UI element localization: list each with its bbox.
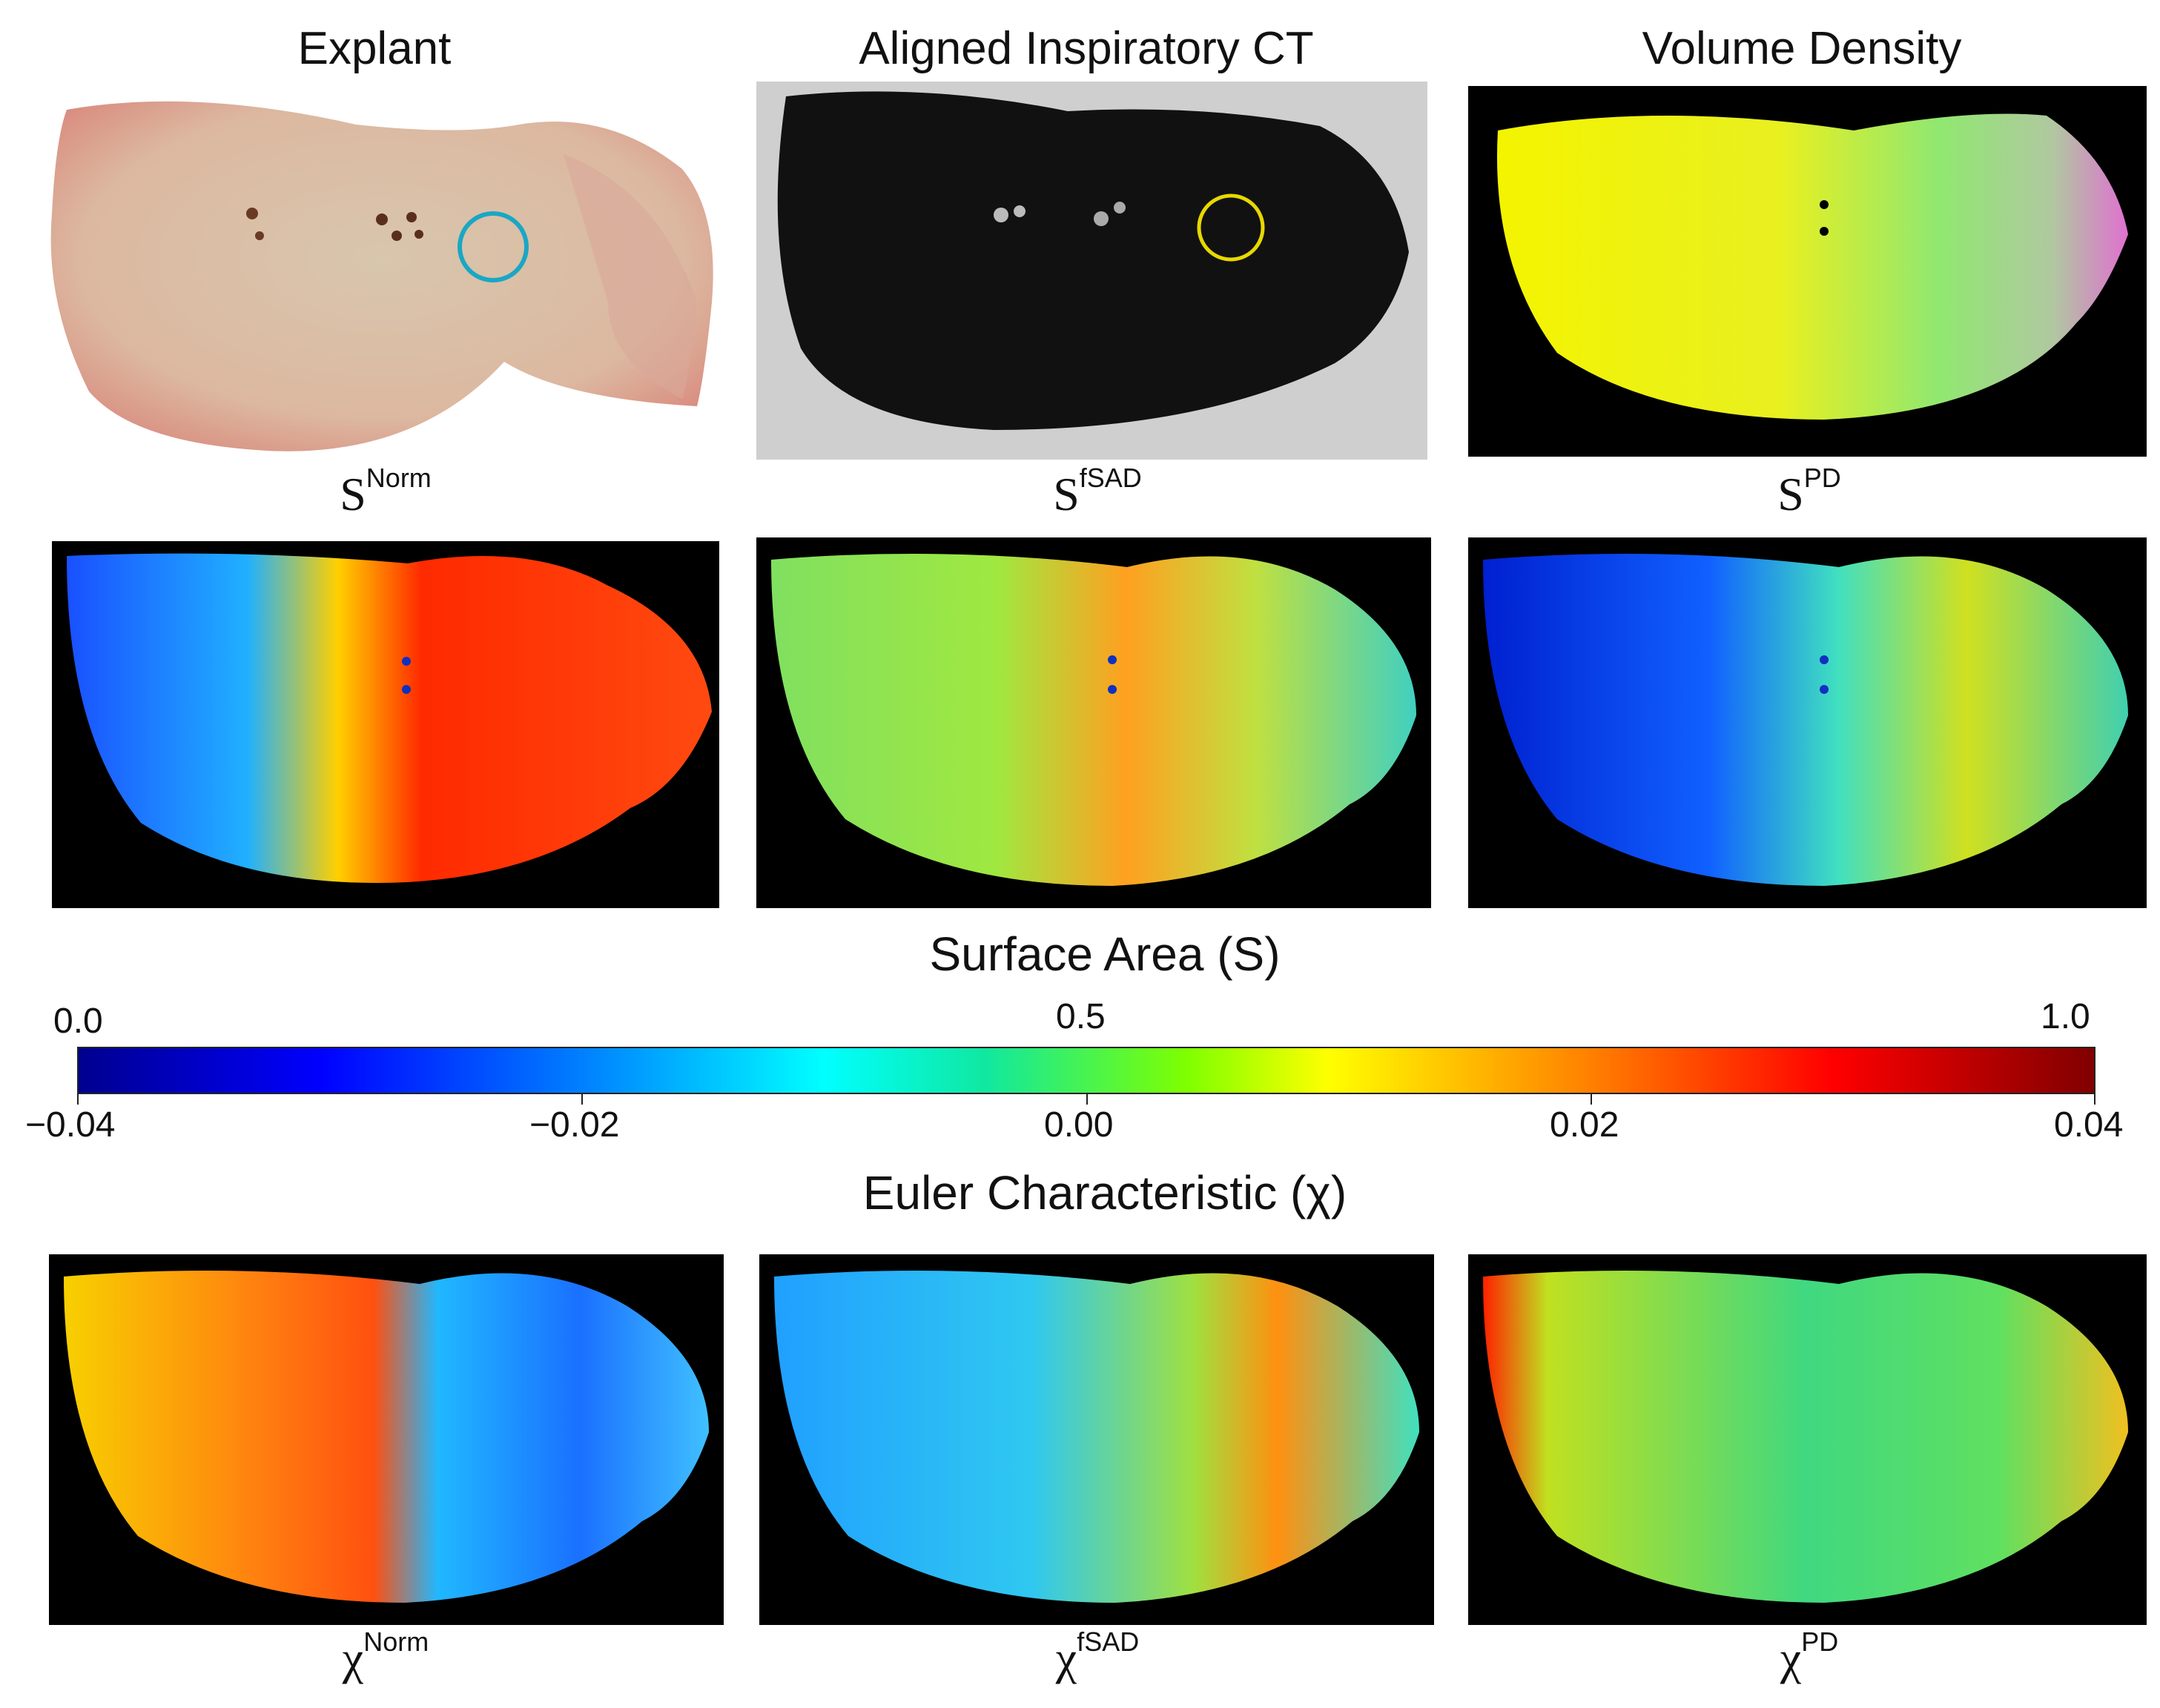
title-aligned-ct: Aligned Inspiratory CT [859, 23, 1314, 74]
explant-roi-circle [458, 211, 529, 282]
euler-title: Euler Characteristic (χ) [862, 1166, 1347, 1219]
volume-density-map [1468, 86, 2147, 457]
chi-fsad-map [759, 1254, 1434, 1625]
euler-tick-0: −0.04 [25, 1105, 116, 1145]
surface-area-title: Surface Area (S) [929, 927, 1281, 981]
s-pd-map [1468, 537, 2147, 908]
surface-tick-1: 1.0 [2041, 997, 2090, 1036]
label-s-pd: SPD [1777, 463, 1841, 520]
colorbar [77, 1047, 2095, 1094]
euler-tick-2: 0.00 [1044, 1105, 1114, 1145]
explant-photo [44, 80, 719, 466]
label-chi-fsad: χfSAD [1055, 1626, 1140, 1684]
euler-tick-3: 0.02 [1550, 1105, 1619, 1145]
label-s-norm: SNorm [340, 463, 432, 520]
surface-tick-0: 0.0 [53, 1002, 103, 1041]
chi-pd-map [1468, 1254, 2147, 1625]
label-chi-pd: χPD [1780, 1626, 1839, 1684]
label-s-fsad: SfSAD [1053, 463, 1142, 520]
s-norm-map [52, 541, 719, 908]
surface-tick-05: 0.5 [1056, 997, 1106, 1036]
label-chi-norm: χNorm [342, 1626, 429, 1684]
title-explant: Explant [297, 23, 452, 74]
euler-tick-4: 0.04 [2054, 1105, 2124, 1145]
euler-tick-1: −0.02 [529, 1105, 620, 1145]
s-fsad-map [756, 537, 1431, 908]
ct-roi-circle [1197, 193, 1265, 262]
title-volume-density: Volume Density [1642, 23, 1962, 74]
chi-norm-map [49, 1254, 724, 1625]
ct-image [756, 82, 1427, 460]
